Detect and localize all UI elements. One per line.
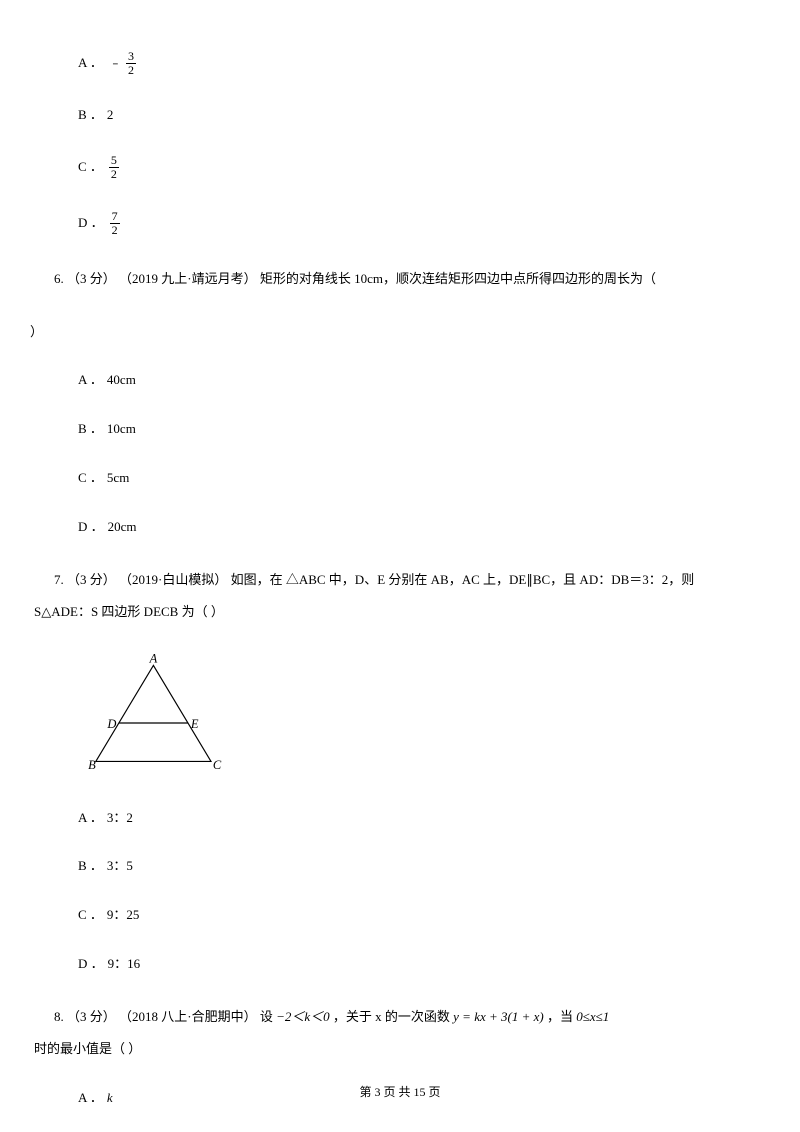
q5-option-a: A ． ﹣ 3 2: [30, 50, 770, 77]
option-label: B ．: [78, 105, 103, 126]
q8-mid2: ，当: [547, 1009, 576, 1024]
option-label: D ．: [78, 213, 104, 234]
numerator: 3: [126, 50, 136, 64]
question-text: 7. （3 分） （2019·白山模拟） 如图，在 △ABC 中，D、E 分别在…: [54, 572, 694, 587]
label-b: B: [88, 758, 96, 771]
question-6-close: ）: [30, 322, 770, 343]
q5-option-d: D ． 7 2: [30, 210, 770, 237]
option-value: 9：16: [108, 954, 141, 975]
q8-mid1: ，关于 x 的一次函数: [333, 1009, 453, 1024]
q5-option-c: C ． 5 2: [30, 154, 770, 181]
q6-option-d: D ． 20cm: [30, 517, 770, 538]
question-7: 7. （3 分） （2019·白山模拟） 如图，在 △ABC 中，D、E 分别在…: [30, 566, 770, 595]
triangle-svg: A B C D E: [78, 651, 248, 771]
question-text: 6. （3 分） （2019 九上·靖远月考） 矩形的对角线长 10cm，顺次连…: [54, 271, 656, 286]
option-label: C ．: [78, 157, 103, 178]
denominator: 2: [109, 168, 119, 181]
option-value: 5cm: [107, 468, 129, 489]
option-label: A ．: [78, 370, 103, 391]
numerator: 5: [109, 154, 119, 168]
label-e: E: [190, 717, 199, 731]
question-8: 8. （3 分） （2018 八上·合肥期中） 设 −2＜k＜0 ，关于 x 的…: [30, 1003, 770, 1032]
option-value: 20cm: [108, 517, 137, 538]
option-label: B ．: [78, 419, 103, 440]
question-7-cont: S△ADE：S 四边形 DECB 为（ ）: [30, 602, 770, 623]
q7-option-a: A ． 3：2: [30, 808, 770, 829]
q7-option-b: B ． 3：5: [30, 856, 770, 877]
q8-formula-3: 0≤x≤1: [576, 1009, 609, 1024]
fraction: 3 2: [126, 50, 136, 77]
option-value: 40cm: [107, 370, 136, 391]
option-value: 3：2: [107, 808, 133, 829]
option-label: C ．: [78, 468, 103, 489]
numerator: 7: [110, 210, 120, 224]
q8-prefix: 8. （3 分） （2018 八上·合肥期中） 设: [54, 1009, 276, 1024]
denominator: 2: [126, 64, 136, 77]
option-label: D ．: [78, 954, 104, 975]
label-c: C: [213, 758, 222, 771]
label-d: D: [106, 717, 116, 731]
q8-formula-1: −2＜k＜0: [276, 1009, 330, 1024]
option-value: 3：5: [107, 856, 133, 877]
q7-option-d: D ． 9：16: [30, 954, 770, 975]
option-label: C ．: [78, 905, 103, 926]
q6-option-c: C ． 5cm: [30, 468, 770, 489]
option-value: 2: [107, 105, 114, 126]
option-value: 9：25: [107, 905, 140, 926]
page-footer: 第 3 页 共 15 页: [30, 1083, 770, 1102]
label-a: A: [149, 651, 158, 665]
option-label: D ．: [78, 517, 104, 538]
option-label: A ．: [78, 53, 103, 74]
denominator: 2: [110, 224, 120, 237]
triangle-abc: [96, 665, 211, 761]
q5-option-b: B ． 2: [30, 105, 770, 126]
q6-option-b: B ． 10cm: [30, 419, 770, 440]
option-label: B ．: [78, 856, 103, 877]
question-8-cont: 时的最小值是（ ）: [30, 1039, 770, 1060]
triangle-figure: A B C D E: [78, 651, 770, 778]
fraction: 7 2: [110, 210, 120, 237]
fraction: 5 2: [109, 154, 119, 181]
option-label: A ．: [78, 808, 103, 829]
option-value: 10cm: [107, 419, 136, 440]
q6-option-a: A ． 40cm: [30, 370, 770, 391]
question-6: 6. （3 分） （2019 九上·靖远月考） 矩形的对角线长 10cm，顺次连…: [30, 265, 770, 294]
q7-option-c: C ． 9：25: [30, 905, 770, 926]
q8-formula-2: y = kx + 3(1 + x): [453, 1009, 544, 1024]
negative-sign: ﹣: [109, 53, 122, 74]
